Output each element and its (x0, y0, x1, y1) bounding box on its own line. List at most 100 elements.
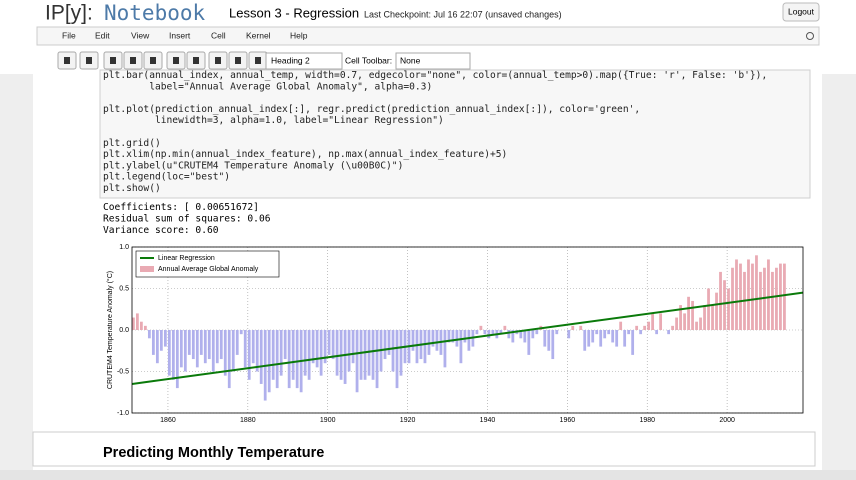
bar (275, 330, 279, 389)
bottom-bar (0, 470, 856, 480)
heading-cell[interactable] (32, 431, 816, 467)
logout-label[interactable]: Logout (788, 6, 815, 16)
output-line: Residual sum of squares: 0.06 (103, 214, 271, 225)
toolbar-icon (193, 57, 199, 64)
bar (667, 330, 670, 335)
bar (611, 330, 615, 343)
bar (767, 259, 770, 330)
output-line: Coefficients: [ 0.00651672] (103, 202, 259, 213)
legend-label: Annual Average Global Anomaly (158, 266, 259, 273)
bar (135, 313, 139, 330)
cell-type-value[interactable]: Heading 2 (271, 55, 310, 65)
bar (579, 325, 583, 330)
bar (223, 330, 227, 376)
logo-word: Notebook (104, 1, 206, 25)
bar (251, 330, 255, 364)
kernel-indicator (806, 32, 814, 40)
bar (423, 330, 427, 364)
toolbar-icon (130, 57, 136, 64)
cell-toolbar-select[interactable] (395, 52, 471, 70)
bar (771, 271, 774, 330)
menu-item[interactable]: Cell (211, 30, 226, 40)
x-tick-label: 1940 (480, 417, 496, 424)
cell-type-select[interactable] (265, 52, 343, 70)
x-tick-label: 2000 (719, 417, 735, 424)
x-tick-label: 1860 (160, 417, 176, 424)
bar (371, 330, 375, 380)
bar (235, 330, 239, 355)
bar (139, 321, 143, 330)
bar (391, 330, 395, 372)
bar (279, 330, 283, 376)
notebook-name[interactable]: Lesson 3 - Regression (229, 5, 359, 20)
bar (359, 330, 363, 380)
code-cell[interactable] (99, 69, 811, 199)
x-tick-label: 1980 (639, 417, 655, 424)
bar (443, 330, 447, 368)
code-line: plt.legend(loc="best") (103, 172, 230, 183)
toolbar-icon (173, 57, 179, 64)
toolbar-icon (110, 57, 116, 64)
bar (647, 321, 651, 330)
y-tick-label: 0.5 (119, 285, 129, 292)
cell-toolbar-value[interactable]: None (400, 55, 421, 65)
menu-item[interactable]: View (131, 30, 150, 40)
x-tick-label: 1880 (240, 417, 256, 424)
bar (699, 317, 702, 330)
bar (435, 330, 439, 351)
chart: -1.0 -0.5 0.0 0.5 1.0 1860 1880 1900 1920 1940 196… (106, 244, 804, 424)
toolbar-icon (215, 57, 221, 64)
bar (747, 259, 750, 330)
bar (167, 330, 171, 376)
bar (675, 317, 678, 330)
bar (459, 330, 463, 364)
bar (551, 330, 555, 360)
bar (239, 330, 243, 335)
bar (351, 330, 355, 364)
bar (723, 280, 726, 330)
bar (711, 305, 714, 330)
menu-item[interactable]: Edit (95, 30, 110, 40)
bar (247, 330, 251, 380)
bar (211, 330, 215, 372)
code-line: plt.grid() (103, 138, 161, 149)
bar (319, 330, 323, 376)
bar (631, 330, 635, 355)
bar (783, 263, 786, 330)
bar (191, 330, 195, 360)
menu-item[interactable]: Kernel (246, 30, 271, 40)
code-line: label="Annual Average Global Anomaly", a… (103, 81, 432, 92)
bar (431, 330, 435, 347)
bar (735, 259, 738, 330)
bar (307, 330, 311, 380)
bar (707, 288, 710, 330)
y-tick-label: 1.0 (119, 244, 129, 251)
bar (367, 330, 371, 376)
bar (255, 330, 259, 372)
bar (623, 330, 627, 347)
menu-item[interactable]: File (62, 30, 76, 40)
code-line: plt.xlim(np.min(annual_index_feature), n… (103, 149, 507, 160)
bar (583, 330, 587, 351)
x-tick-label: 1920 (400, 417, 416, 424)
logo: IP[y]: (45, 2, 93, 25)
toolbar-icon (64, 57, 70, 64)
logout-button[interactable] (782, 2, 820, 22)
legend-box (135, 250, 280, 278)
y-axis-label: CRUTEM4 Temperature Anomaly (°C) (106, 271, 114, 389)
bar (287, 330, 291, 389)
bar (383, 330, 387, 360)
bar (163, 330, 167, 347)
bar (143, 325, 147, 330)
bar (619, 321, 623, 330)
menu-item[interactable]: Help (290, 30, 308, 40)
bar (483, 330, 487, 335)
output-line: Variance score: 0.60 (103, 225, 219, 236)
bar (751, 263, 754, 330)
code-line: linewidth=3, alpha=1.0, label="Linear Re… (103, 115, 444, 126)
bar (347, 330, 351, 372)
menu-item[interactable]: Insert (169, 30, 191, 40)
bar (343, 330, 347, 384)
bar (755, 255, 758, 330)
bar (463, 330, 467, 343)
